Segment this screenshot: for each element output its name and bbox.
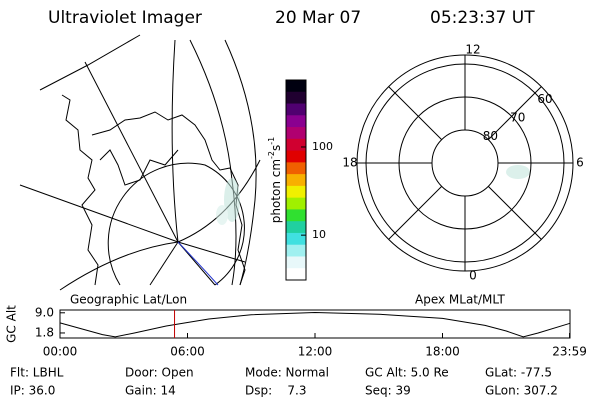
- color-step: [286, 209, 306, 222]
- x-tick-label: 23:59: [552, 345, 587, 359]
- y-tick-label: 9.0: [35, 305, 54, 319]
- altitude-line: [59, 312, 570, 338]
- polar-label: Apex MLat/MLT: [415, 293, 505, 307]
- status-field: GC Alt: 5.0 Re: [365, 366, 449, 380]
- color-step: [286, 162, 306, 175]
- colorbar: 10 100: [285, 79, 333, 281]
- lat-ring: [365, 63, 565, 263]
- label-part: -2: [267, 151, 276, 159]
- lat-label: 80: [483, 129, 498, 143]
- colorbar-tick-label: 100: [312, 140, 333, 153]
- status-field: Door: Open: [125, 366, 194, 380]
- footer: Flt: LBHL Door: Open Mode: Normal GC Alt: 5…: [10, 366, 558, 398]
- map-label: Geographic Lat/Lon: [70, 293, 187, 307]
- status-field: Dsp: 7.3: [245, 384, 307, 398]
- lat-ring: [398, 96, 532, 230]
- timeline-ylabel: GC Alt: [5, 305, 19, 343]
- color-step: [286, 221, 306, 234]
- status-field: Flt: LBHL: [10, 366, 64, 380]
- color-step: [286, 91, 306, 105]
- date: 20 Mar 07: [275, 8, 361, 28]
- y-tick-label: 1.8: [35, 325, 54, 339]
- timeline: 9.0 1.8 00:00 06:00 12:00 18:00 23:59: [35, 305, 587, 358]
- x-tick-label: 18:00: [425, 345, 460, 359]
- label-part: photon cm: [269, 159, 283, 223]
- label-part: s: [269, 145, 283, 151]
- colorbar-label: photon cm-2s-1: [267, 137, 283, 224]
- color-step: [286, 138, 306, 152]
- status-field: Seq: 39: [365, 384, 411, 398]
- mlt-label: 12: [465, 43, 480, 57]
- color-step: [286, 115, 306, 128]
- color-step: [286, 232, 306, 246]
- x-tick-label: 12:00: [298, 345, 333, 359]
- colorbar-tick-label: 10: [312, 228, 326, 241]
- colorbar-frame: [285, 79, 307, 281]
- color-step: [286, 103, 306, 116]
- status-field: IP: 36.0: [10, 384, 55, 398]
- mlt-spoke: [388, 86, 443, 141]
- mlt-spoke: [388, 185, 443, 240]
- status-field: GLon: 307.2: [485, 384, 558, 398]
- color-step: [286, 185, 306, 199]
- status-field: Gain: 14: [125, 384, 176, 398]
- label-part: -1: [267, 137, 276, 145]
- geographic-map: [19, 34, 261, 291]
- mlt-spoke: [487, 185, 542, 240]
- aurora-blob: [216, 165, 530, 225]
- status-field: Mode: Normal: [245, 366, 329, 380]
- mlt-label: 18: [342, 156, 357, 170]
- color-step: [286, 80, 306, 93]
- lat-label: 70: [510, 111, 525, 125]
- mlt-label: 6: [576, 156, 584, 170]
- color-step: [286, 127, 306, 140]
- title: Ultraviolet Imager: [48, 8, 202, 28]
- time: 05:23:37 UT: [430, 8, 535, 28]
- status-field: GLat: -77.5: [485, 366, 552, 380]
- x-tick-label: 06:00: [170, 345, 205, 359]
- lat-label: 60: [537, 92, 552, 106]
- color-step: [286, 150, 306, 163]
- x-tick-label: 00:00: [43, 345, 78, 359]
- lat-ring: [431, 129, 499, 197]
- mlt-spoke: [487, 86, 542, 141]
- color-step: [286, 256, 306, 269]
- color-step: [286, 197, 306, 210]
- mlt-label: 0: [469, 269, 477, 283]
- color-step: [286, 268, 306, 281]
- color-step: [286, 244, 306, 257]
- color-step: [286, 174, 306, 187]
